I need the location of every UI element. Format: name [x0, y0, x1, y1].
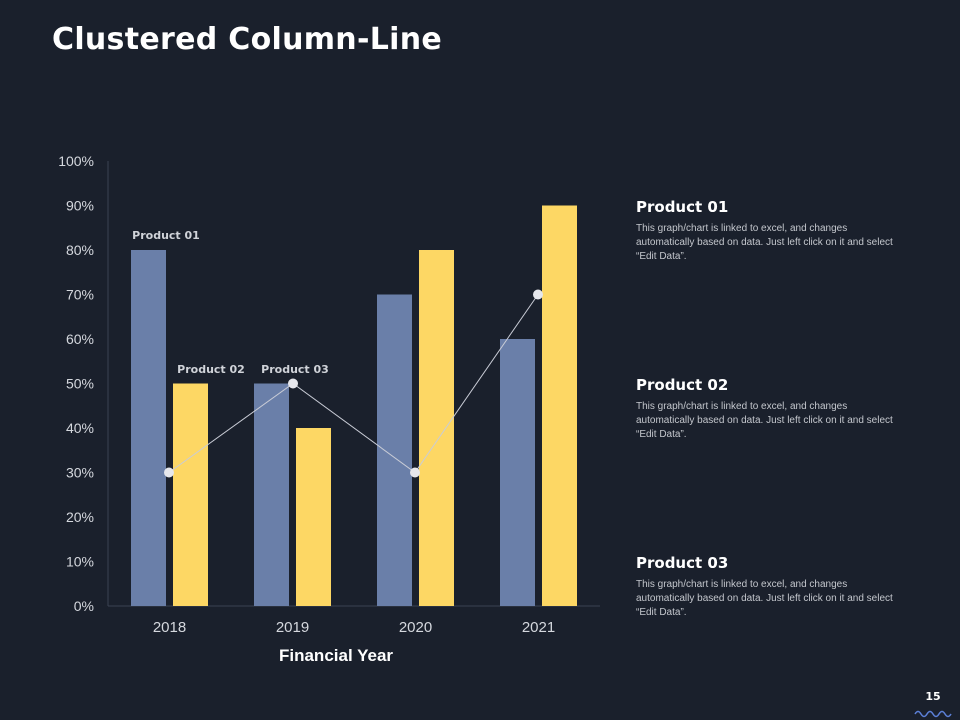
line-point	[164, 467, 174, 478]
slide-title: Clustered Column-Line	[52, 22, 443, 57]
y-tick-label: 10%	[66, 554, 94, 570]
page-number: 15	[925, 690, 941, 703]
bar-product-02-2019	[296, 428, 331, 606]
y-tick-label: 80%	[66, 242, 94, 258]
series-tag-product-01: Product 01	[132, 229, 200, 242]
series-tag-product-02: Product 02	[177, 363, 245, 376]
x-tick-label: 2019	[276, 619, 309, 636]
y-tick-label: 100%	[58, 153, 94, 169]
x-tick-label: 2021	[522, 619, 555, 636]
y-tick-label: 30%	[66, 465, 94, 481]
y-tick-label: 0%	[74, 598, 94, 614]
series-tag-product-03: Product 03	[261, 363, 329, 376]
bar-product-01-2019	[254, 383, 289, 606]
product-02-text: This graph/chart is linked to excel, and…	[636, 401, 893, 440]
y-tick-label: 40%	[66, 420, 94, 436]
line-point	[533, 289, 543, 300]
bar-product-02-2020	[419, 250, 454, 606]
product-02-heading: Product 02	[636, 376, 729, 394]
y-tick-label: 50%	[66, 376, 94, 392]
product-03-heading: Product 03	[636, 554, 729, 572]
x-axis-ticks: 2018 2019 2020 2021	[153, 619, 555, 636]
product-01-description: Product 01 This graph/chart is linked to…	[636, 198, 896, 264]
y-axis-ticks: 0% 10% 20% 30% 40% 50% 60% 70% 80% 90% 100%	[58, 153, 94, 614]
x-tick-label: 2020	[399, 619, 432, 636]
x-axis-label: Financial Year	[279, 646, 393, 665]
product-01-heading: Product 01	[636, 198, 729, 216]
x-tick-label: 2018	[153, 619, 186, 636]
y-tick-label: 60%	[66, 331, 94, 347]
y-tick-label: 20%	[66, 509, 94, 525]
bar-product-01-2018	[131, 250, 166, 606]
line-points	[164, 289, 543, 478]
series-tags: Product 01 Product 02 Product 03	[132, 229, 329, 376]
product-03-description: Product 03 This graph/chart is linked to…	[636, 554, 896, 620]
y-tick-label: 70%	[66, 287, 94, 303]
bar-product-02-2018	[173, 383, 208, 606]
product-02-description: Product 02 This graph/chart is linked to…	[636, 376, 896, 442]
bar-product-01-2020	[377, 294, 412, 606]
bar-product-01-2021	[500, 339, 535, 606]
bar-group	[131, 205, 577, 606]
line-point	[288, 378, 298, 389]
line-point	[410, 467, 420, 478]
product-01-text: This graph/chart is linked to excel, and…	[636, 223, 893, 262]
product-03-text: This graph/chart is linked to excel, and…	[636, 579, 893, 618]
product-03-line	[168, 294, 539, 474]
bar-product-02-2021	[542, 205, 577, 606]
wave-decoration-icon	[914, 710, 952, 718]
y-tick-label: 90%	[66, 198, 94, 214]
